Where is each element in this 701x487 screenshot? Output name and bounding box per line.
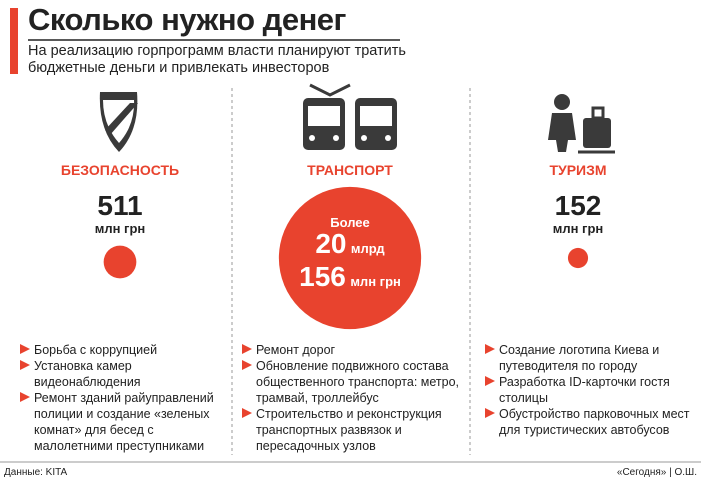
tourist-icon <box>548 94 615 154</box>
transport-amount: Более 20 млрд 156 млн грн <box>270 215 430 296</box>
amount: 156 <box>299 261 346 292</box>
amount: 511 <box>97 190 143 221</box>
item: Создание логотипа Киева и путеводителя п… <box>485 342 690 374</box>
unit: млн грн <box>552 221 604 236</box>
category: ТУРИЗМ <box>549 162 607 178</box>
amount-circle <box>278 186 422 330</box>
item: Ремонт дорог <box>242 342 464 358</box>
amount-circle <box>103 245 137 279</box>
item: Разработка ID-карточки гостя столицы <box>485 374 690 406</box>
amount: 20 <box>315 228 347 259</box>
item: Строительство и реконструкция транспортн… <box>242 406 464 454</box>
category: БЕЗОПАСНОСТЬ <box>60 162 180 178</box>
item: Установка камер видеонаблюдения <box>20 358 225 390</box>
amount: 152 <box>554 190 602 221</box>
item: Обустройство парковочных мест для турист… <box>485 406 690 438</box>
item-list: Ремонт дорог Обновление подвижного состав… <box>242 342 464 454</box>
item: Борьба с коррупцией <box>20 342 225 358</box>
title: Сколько нужно денег <box>28 2 346 37</box>
item-list: Борьба с коррупцией Установка камер видео… <box>20 342 225 454</box>
unit: млн грн <box>350 274 401 289</box>
subtitle: На реализацию горпрограмм власти планиру… <box>28 43 406 76</box>
item-list: Создание логотипа Киева и путеводителя п… <box>485 342 690 438</box>
category: ТРАНСПОРТ <box>307 162 393 178</box>
accent-bar <box>10 8 18 74</box>
prefix: Более <box>330 215 370 230</box>
shield-icon <box>99 92 138 152</box>
item: Ремонт зданий райуправлений полиции и со… <box>20 390 225 454</box>
unit: млн грн <box>94 221 146 236</box>
unit: млрд <box>350 241 385 256</box>
source: Данные: KITA <box>4 467 68 478</box>
amount-circle <box>567 247 589 269</box>
item: Обновление подвижного состава общественн… <box>242 358 464 406</box>
tram-icon <box>303 83 397 150</box>
credit: «Сегодня» | О.Ш. <box>616 467 697 478</box>
